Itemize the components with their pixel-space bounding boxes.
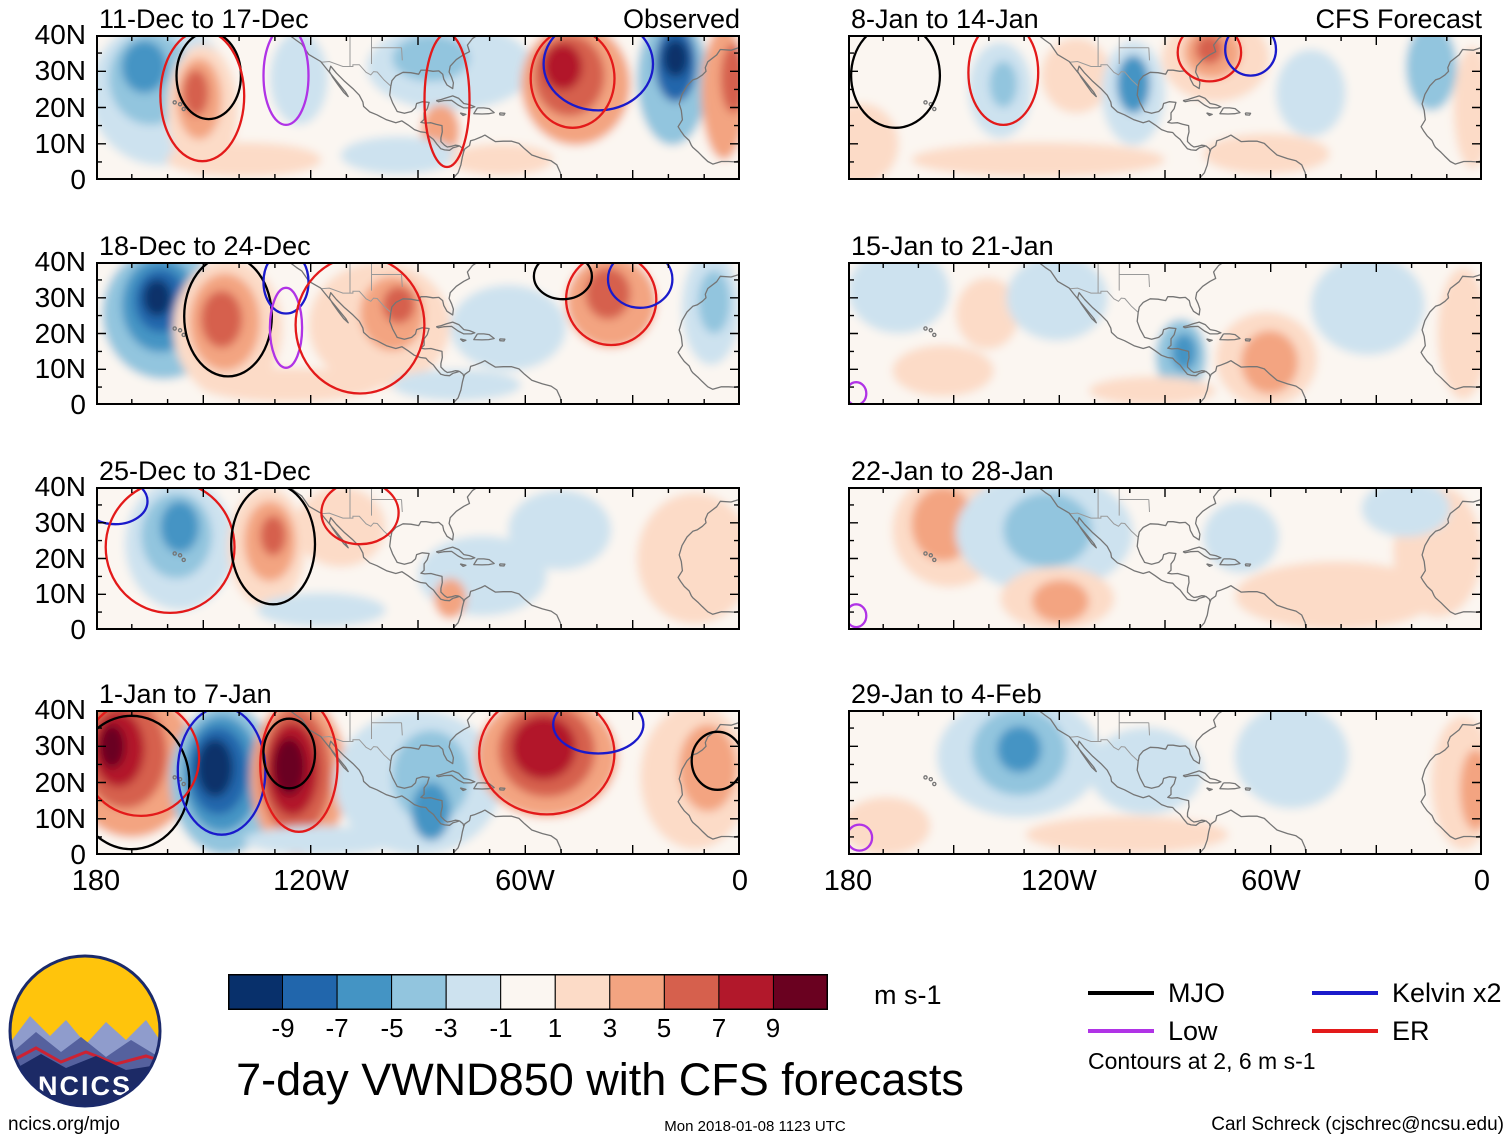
low-line-icon	[1088, 1029, 1154, 1033]
mjo-line-icon	[1088, 991, 1154, 995]
map-panel	[848, 262, 1482, 405]
legend-item-kelvin: Kelvin x2	[1312, 978, 1502, 1008]
x-axis-tick-label: 120W	[1021, 865, 1097, 897]
legend-item-mjo: MJO	[1088, 978, 1225, 1008]
colorbar-tick-label: -1	[489, 1013, 513, 1043]
legend-item-er: ER	[1312, 1016, 1430, 1046]
map-panel	[96, 487, 740, 630]
legend-label: ER	[1392, 1016, 1430, 1046]
y-axis-tick-label: 30N	[34, 730, 86, 761]
map-plot	[96, 35, 740, 180]
y-axis-tick-label: 40N	[34, 246, 86, 277]
panel-title: 29-Jan to 4-Feb	[851, 679, 1042, 709]
legend-label: MJO	[1168, 978, 1225, 1008]
y-axis-tick-label: 20N	[34, 767, 86, 798]
legend-label: Kelvin x2	[1392, 978, 1502, 1008]
y-axis-tick-label: 40N	[34, 694, 86, 725]
x-axis-tick-label: 180	[823, 865, 873, 897]
panel-title: 22-Jan to 28-Jan	[851, 456, 1054, 486]
ncics-logo: NCICS	[8, 954, 162, 1108]
colorbar-svg	[227, 973, 829, 1011]
y-axis-tick-label: 0	[70, 164, 86, 195]
footer-author: Carl Schreck (cjschrec@ncsu.edu)	[1211, 1114, 1504, 1135]
panel-title: 25-Dec to 31-Dec	[99, 456, 311, 486]
y-axis-tick-label: 20N	[34, 543, 86, 574]
colorbar-tick-label: -7	[325, 1013, 349, 1043]
y-axis-tick-label: 10N	[34, 578, 86, 609]
y-axis-tick-label: 0	[70, 614, 86, 645]
map-plot	[848, 35, 1482, 180]
colorbar-tick-label: -3	[434, 1013, 458, 1043]
column-header: CFS Forecast	[1315, 4, 1482, 34]
map-panel	[848, 487, 1482, 630]
map-plot	[848, 262, 1482, 405]
colorbar-unit-label: m s-1	[874, 980, 942, 1010]
map-plot	[848, 710, 1482, 855]
er-line-icon	[1312, 1029, 1378, 1033]
map-panel	[96, 35, 740, 180]
colorbar-tick-label: -9	[271, 1013, 295, 1043]
map-plot	[96, 487, 740, 630]
x-axis-tick-label: 0	[1473, 865, 1491, 897]
y-axis-tick-label: 40N	[34, 471, 86, 502]
kelvin-line-icon	[1312, 991, 1378, 995]
figure-title: 7-day VWND850 with CFS forecasts	[236, 1054, 964, 1105]
column-header: Observed	[622, 4, 740, 34]
contour-note: Contours at 2, 6 m s-1	[1088, 1048, 1316, 1074]
panel-title: 1-Jan to 7-Jan	[99, 679, 272, 709]
colorbar-tick-label: -5	[380, 1013, 404, 1043]
panel-title: 18-Dec to 24-Dec	[99, 231, 311, 261]
y-axis-tick-label: 10N	[34, 353, 86, 384]
y-axis-tick-label: 40N	[34, 19, 86, 50]
map-plot	[848, 487, 1482, 630]
y-axis-tick-label: 30N	[34, 507, 86, 538]
x-axis-tick-label: 180	[71, 865, 121, 897]
legend-label: Low	[1168, 1016, 1218, 1046]
colorbar-tick-label: 5	[656, 1013, 672, 1043]
logo-red-ridge	[10, 1046, 160, 1066]
map-plot	[96, 710, 740, 855]
footer-timestamp: Mon 2018-01-08 1123 UTC	[664, 1118, 846, 1135]
y-axis-tick-label: 10N	[34, 803, 86, 834]
x-axis-tick-label: 60W	[495, 865, 555, 897]
map-panel	[96, 710, 740, 855]
y-axis-tick-label: 0	[70, 389, 86, 420]
footer-url: ncics.org/mjo	[8, 1114, 120, 1135]
y-axis-tick-label: 0	[70, 839, 86, 870]
map-panel	[96, 262, 740, 405]
y-axis-tick-label: 30N	[34, 55, 86, 86]
x-axis-tick-label: 60W	[1241, 865, 1301, 897]
colorbar	[227, 973, 829, 1015]
y-axis-tick-label: 30N	[34, 282, 86, 313]
panel-title: 15-Jan to 21-Jan	[851, 231, 1054, 261]
y-axis-tick-label: 20N	[34, 318, 86, 349]
map-panel	[848, 710, 1482, 855]
logo-border	[8, 954, 162, 1108]
x-axis-tick-label: 120W	[273, 865, 349, 897]
y-axis-tick-label: 10N	[34, 128, 86, 159]
map-plot	[96, 262, 740, 405]
x-axis-tick-label: 0	[731, 865, 749, 897]
colorbar-tick-label: 1	[547, 1013, 563, 1043]
y-axis-tick-label: 20N	[34, 92, 86, 123]
colorbar-tick-label: 7	[711, 1013, 727, 1043]
map-panel	[848, 35, 1482, 180]
panel-title: 8-Jan to 14-Jan	[851, 4, 1039, 34]
logo-text: NCICS	[38, 1071, 132, 1101]
colorbar-tick-label: 9	[765, 1013, 781, 1043]
colorbar-tick-label: 3	[602, 1013, 618, 1043]
legend-item-low: Low	[1088, 1016, 1218, 1046]
panel-title: 11-Dec to 17-Dec	[99, 4, 309, 34]
